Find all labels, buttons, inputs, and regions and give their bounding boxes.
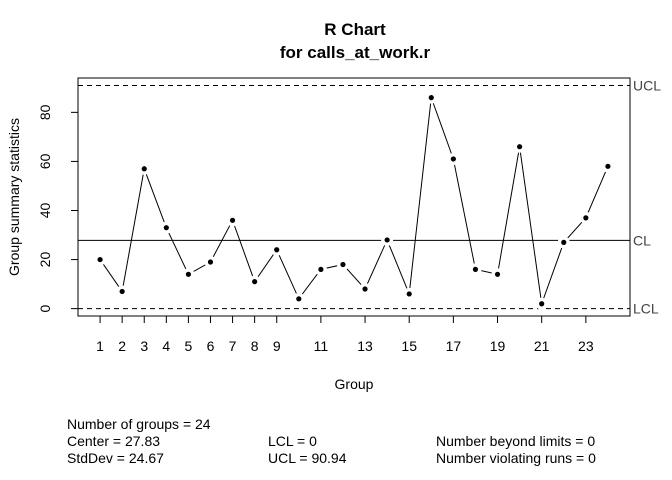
cl-label: CL (633, 232, 651, 248)
y-tick-label-20: 20 (37, 252, 53, 268)
data-point-9 (274, 247, 280, 253)
data-point-17 (450, 156, 456, 162)
chart-subtitle: for calls_at_work.r (280, 43, 431, 62)
x-tick-label-3: 3 (140, 338, 148, 354)
data-point-11 (318, 266, 324, 272)
data-point-10 (296, 296, 302, 302)
x-tick-label-4: 4 (162, 338, 170, 354)
data-point-13 (362, 286, 368, 292)
x-tick-label-8: 8 (251, 338, 259, 354)
x-tick-label-17: 17 (446, 338, 462, 354)
stat-number-of-groups: Number of groups = 24 (67, 416, 211, 432)
data-point-22 (561, 239, 567, 245)
y-tick-label-80: 80 (37, 104, 53, 120)
data-point-12 (340, 261, 346, 268)
ucl-label: UCL (633, 78, 661, 94)
stat-ucl: UCL = 90.94 (268, 450, 347, 466)
x-tick-label-13: 13 (357, 338, 373, 354)
stat-center: Center = 27.83 (67, 433, 161, 449)
x-tick-label-9: 9 (273, 338, 281, 354)
stat-violating-runs: Number violating runs = 0 (436, 450, 596, 466)
data-point-6 (207, 259, 214, 265)
stats-col-1: Number of groups = 24 Center = 27.83 Std… (67, 416, 211, 467)
y-tick-label-0: 0 (37, 305, 53, 313)
x-tick-label-6: 6 (207, 338, 215, 354)
data-point-20 (517, 144, 523, 150)
stat-lcl: LCL = 0 (268, 433, 317, 449)
x-tick-label-2: 2 (118, 338, 126, 354)
data-point-4 (163, 225, 169, 231)
y-tick-label-60: 60 (37, 153, 53, 169)
lcl-label: LCL (633, 301, 659, 317)
x-tick-label-7: 7 (229, 338, 237, 354)
stat-beyond-limits: Number beyond limits = 0 (436, 433, 596, 449)
stats-col-2: LCL = 0 UCL = 90.94 (268, 433, 346, 467)
x-tick-label-1: 1 (96, 338, 104, 354)
data-point-5 (185, 271, 191, 277)
data-point-3 (141, 166, 147, 172)
plot-frame (77, 77, 631, 317)
chart-title: R Chart (324, 20, 386, 39)
data-point-19 (494, 271, 501, 277)
x-axis-label: Group (335, 376, 374, 392)
data-point-2 (119, 288, 125, 295)
data-point-16 (428, 95, 434, 101)
x-tick-label-21: 21 (534, 338, 550, 354)
data-point-24 (605, 163, 611, 169)
series-line (99, 97, 609, 304)
data-point-14 (384, 237, 390, 243)
y-axis-label: Group summary statistics (6, 118, 22, 276)
data-point-21 (539, 301, 545, 307)
x-tick-label-11: 11 (314, 338, 329, 354)
data-point-18 (472, 266, 479, 272)
x-tick-label-19: 19 (490, 338, 506, 354)
x-tick-label-15: 15 (401, 338, 417, 354)
data-point-23 (583, 215, 589, 221)
data-point-7 (229, 217, 236, 223)
x-tick-label-5: 5 (185, 338, 193, 354)
x-tick-label-23: 23 (578, 338, 594, 354)
stat-stddev: StdDev = 24.67 (67, 450, 164, 466)
data-point-1 (97, 256, 103, 263)
stats-col-3: Number beyond limits = 0 Number violatin… (436, 433, 596, 467)
y-tick-label-40: 40 (37, 202, 53, 218)
data-point-15 (406, 291, 412, 297)
data-point-8 (252, 279, 258, 285)
